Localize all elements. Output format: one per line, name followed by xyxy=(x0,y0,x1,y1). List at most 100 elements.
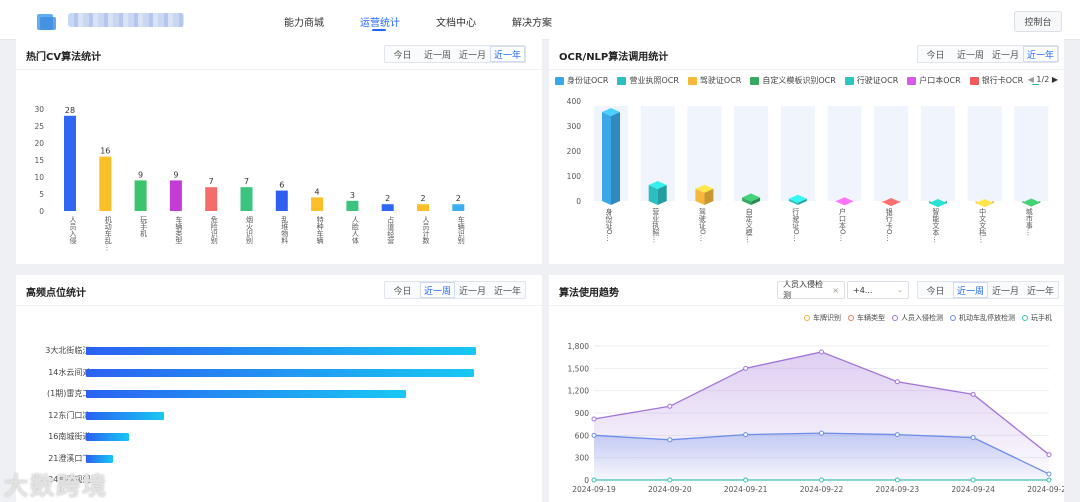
legend-item[interactable]: 车牌识别 xyxy=(804,313,841,323)
usage-trend-panel: 算法使用趋势 人员入侵检测 × +4... ⌄ 今日 近一周 近一月 近一年 车… xyxy=(549,275,1064,502)
legend-item[interactable]: 车辆类型 xyxy=(848,313,885,323)
trend-line-chart: 0 300 600 900 1,200 1,500 1,800 2024-09-19 2024-… xyxy=(568,342,1064,494)
x-tick-label: 2024-09-25 xyxy=(1027,485,1064,494)
legend-swatch xyxy=(555,76,564,85)
bar-top-face xyxy=(835,197,854,206)
legend-pager[interactable]: ◀ 1/2 ▶ xyxy=(1024,75,1058,84)
console-button[interactable]: 控制台 xyxy=(1014,11,1062,32)
tab-year[interactable]: 近一年 xyxy=(493,286,521,297)
algorithm-filter-tag[interactable]: 人员入侵检测 × xyxy=(777,280,845,300)
y-tick-label: 300 xyxy=(567,122,582,131)
bar xyxy=(346,200,359,211)
more-tags-label: +4... xyxy=(853,285,873,295)
tab-month[interactable]: 近一月 xyxy=(458,50,486,61)
y-tick-label: 100 xyxy=(567,172,582,181)
tab-month[interactable]: 近一月 xyxy=(991,50,1019,61)
prev-page-icon[interactable]: ◀ xyxy=(1027,75,1034,84)
data-point xyxy=(591,477,597,483)
x-tick-label: 2024-09-19 xyxy=(572,485,616,494)
data-point xyxy=(970,391,976,397)
nav-operation-stats[interactable]: 运营统计 xyxy=(360,18,400,29)
bar-background xyxy=(1014,106,1049,201)
x-tick-label: 2024-09-20 xyxy=(648,485,692,494)
category-label: 21澄溪口下... xyxy=(48,453,98,463)
ocr-bar-chart: 0 100 200 300 400 身份证O… 营业执照… 驾驶证O… 自定义模… 行驶证O… 户口… xyxy=(567,97,1049,243)
tab-week[interactable]: 近一周 xyxy=(423,50,451,61)
y-tick-label: 5 xyxy=(39,190,44,199)
legend-item[interactable]: 人员入侵检测 xyxy=(892,313,943,323)
bar xyxy=(86,454,114,463)
data-point xyxy=(1046,471,1052,477)
legend-label: 车辆类型 xyxy=(857,314,885,322)
bar-top-face xyxy=(695,184,714,193)
series-area xyxy=(594,433,1049,480)
y-tick-label: 1,800 xyxy=(568,342,590,351)
bar-left-face xyxy=(602,112,611,205)
bar xyxy=(169,180,182,211)
chevron-down-icon: ⌄ xyxy=(897,286,903,294)
remove-tag-icon[interactable]: × xyxy=(832,285,839,295)
tab-year[interactable]: 近一年 xyxy=(1023,46,1058,62)
legend-item[interactable]: 银行卡OCR xyxy=(969,75,1023,86)
x-tick-label: 银行卡O… xyxy=(885,207,893,241)
bar-background xyxy=(920,106,955,201)
tab-week[interactable]: 近一周 xyxy=(953,282,988,298)
next-page-icon[interactable]: ▶ xyxy=(1051,75,1058,84)
tab-today[interactable]: 今日 xyxy=(393,286,412,297)
y-tick-label: 25 xyxy=(34,122,44,131)
time-range-tabs: 今日 近一周 近一月 近一年 xyxy=(384,45,526,63)
tab-week[interactable]: 近一周 xyxy=(956,50,984,61)
x-tick-label: 人员入侵 xyxy=(69,216,77,245)
divider xyxy=(549,305,1064,306)
nav-solutions[interactable]: 解决方案 xyxy=(512,18,552,29)
x-tick-label: 车辆类型 xyxy=(175,215,183,244)
bar-background xyxy=(734,106,769,201)
bar-left-face xyxy=(788,198,798,205)
tab-year[interactable]: 近一年 xyxy=(490,46,525,62)
y-tick-label: 15 xyxy=(34,156,44,165)
location-stats-panel: 高频点位统计 今日 近一周 近一月 近一年 3大北街临江... 14水云间对...… xyxy=(16,275,542,502)
tab-today[interactable]: 今日 xyxy=(393,50,412,61)
tab-today[interactable]: 今日 xyxy=(926,50,945,61)
data-point xyxy=(1046,477,1052,483)
legend-item[interactable]: 身份证OCR xyxy=(555,75,608,86)
bar xyxy=(240,187,253,211)
data-point xyxy=(667,437,673,443)
nav-capability-mall[interactable]: 能力商城 xyxy=(284,18,324,29)
x-tick-label: 身份证O… xyxy=(605,207,613,241)
y-tick-label: 0 xyxy=(576,197,581,206)
trend-legend: 车牌识别 车辆类型 人员入侵检测 机动车乱停放检测 玩手机 xyxy=(804,313,1052,323)
bar-right-face xyxy=(704,188,714,205)
tab-month[interactable]: 近一月 xyxy=(991,286,1019,297)
legend-item[interactable]: 户口本OCR xyxy=(907,75,961,86)
category-label: 3大北街临江... xyxy=(45,346,98,355)
nav-doc-center[interactable]: 文档中心 xyxy=(436,18,476,29)
cv-stats-panel: 热门CV算法统计 今日 近一周 近一月 近一年 0 5 10 15 20 25 30 28 人员… xyxy=(16,39,542,264)
data-label: 3 xyxy=(350,191,355,200)
legend-item[interactable]: 驾驶证OCR xyxy=(687,75,741,86)
x-tick-label: 2024-09-21 xyxy=(724,485,768,494)
x-tick-label: 车辆识别 xyxy=(457,215,465,245)
y-tick-label: 200 xyxy=(567,147,582,156)
data-point xyxy=(970,477,976,483)
y-tick-label: 600 xyxy=(575,431,590,440)
tab-week[interactable]: 近一周 xyxy=(420,282,455,298)
tab-today[interactable]: 今日 xyxy=(926,286,945,297)
x-tick-label: 玩手机 xyxy=(140,216,148,238)
legend-item[interactable]: 自定义模板识别OCR xyxy=(750,75,836,86)
data-label: 16 xyxy=(100,147,110,156)
tab-month[interactable]: 近一月 xyxy=(458,286,486,297)
data-point xyxy=(591,416,597,422)
more-tags-select[interactable]: +4... ⌄ xyxy=(847,281,909,299)
legend-item[interactable]: 玩手机 xyxy=(1022,313,1052,323)
data-point xyxy=(894,477,900,483)
legend-item[interactable]: 机动车乱停放检测 xyxy=(950,313,1015,323)
data-point xyxy=(667,403,673,409)
tab-year[interactable]: 近一年 xyxy=(1026,286,1054,297)
divider xyxy=(549,69,1064,70)
ocr-stats-panel: OCR/NLP算法调用统计 今日 近一周 近一月 近一年 身份证OCR 营业执照O… xyxy=(549,39,1064,264)
legend-marker xyxy=(892,315,898,321)
legend-item[interactable]: 行驶证OCR xyxy=(844,75,898,86)
bar xyxy=(64,115,76,211)
legend-item[interactable]: 营业执照OCR xyxy=(617,75,679,86)
